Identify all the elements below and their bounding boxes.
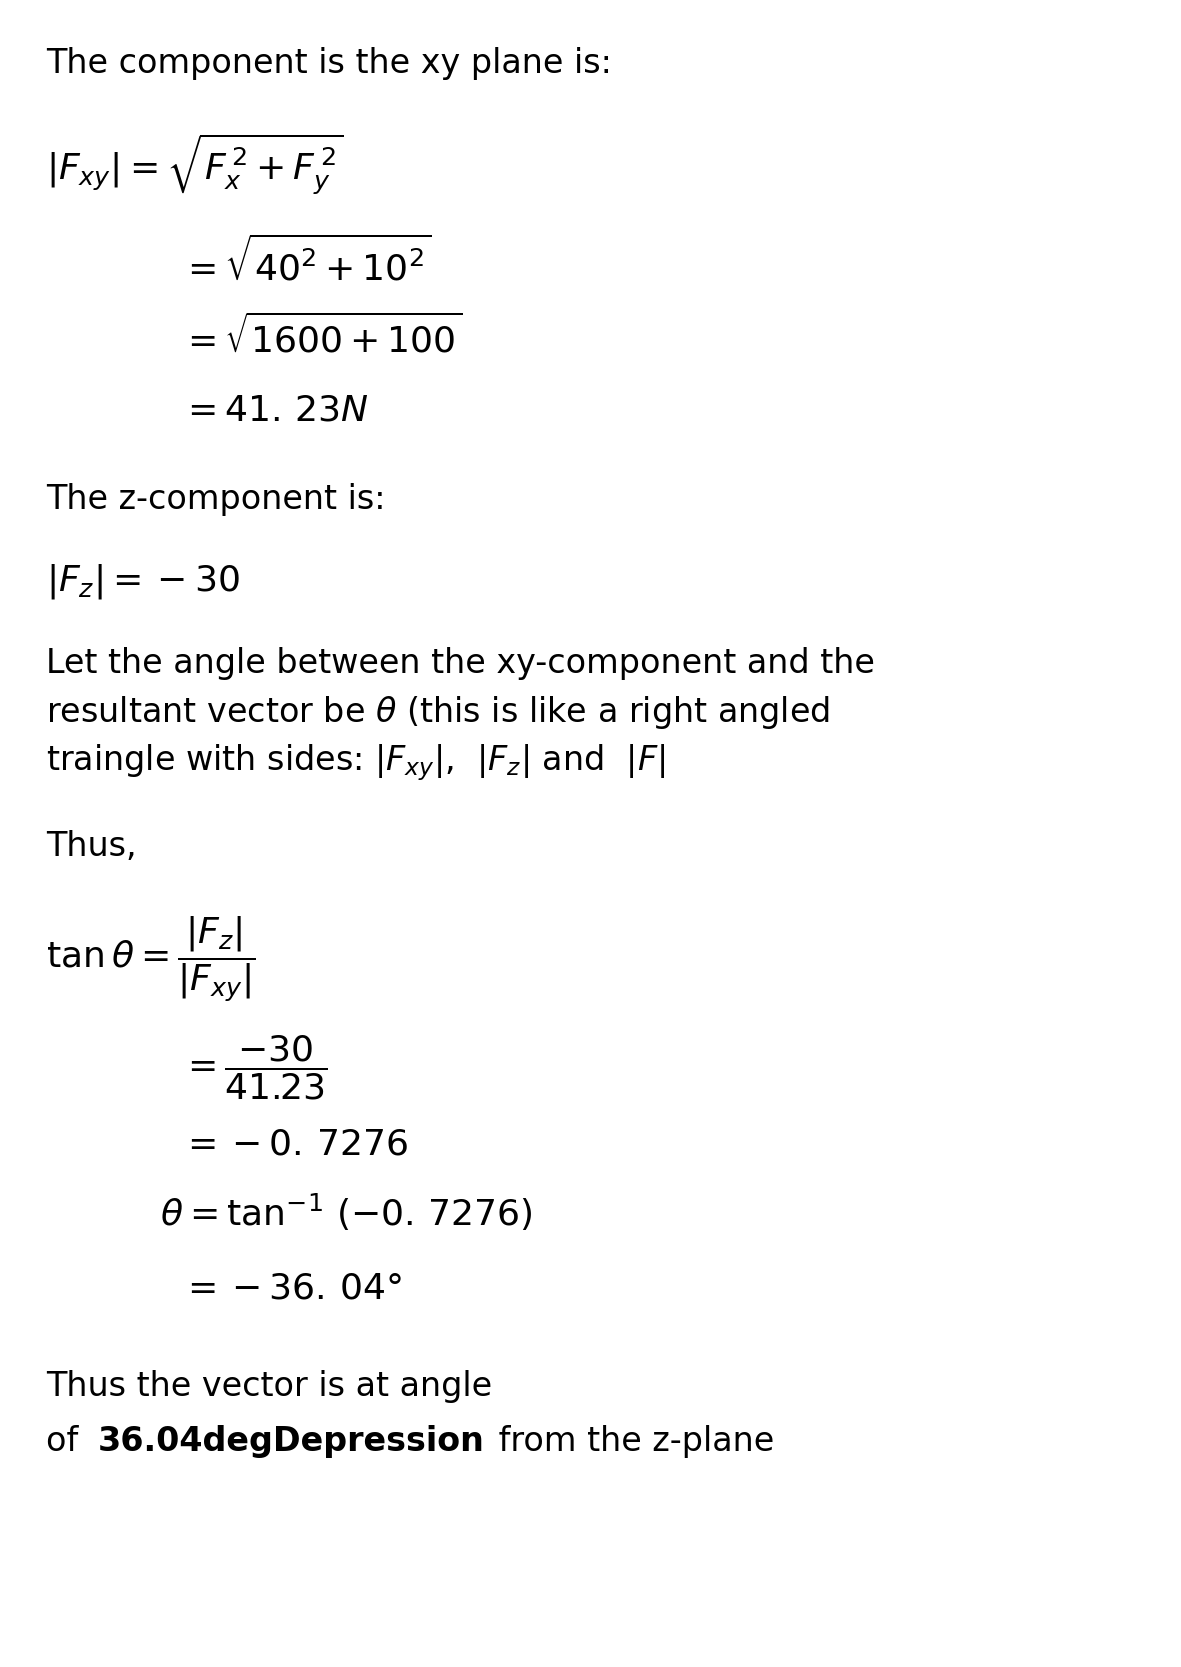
Text: from the z-plane: from the z-plane [488, 1425, 775, 1459]
Text: Thus the vector is at angle: Thus the vector is at angle [46, 1370, 492, 1404]
Text: of: of [46, 1425, 90, 1459]
Text: $=41.\,23N$: $=41.\,23N$ [180, 393, 368, 428]
Text: traingle with sides: $|F_{xy}|$,  $|F_z|$ and  $|F|$: traingle with sides: $|F_{xy}|$, $|F_z|$… [46, 742, 666, 782]
Text: $=\dfrac{-30}{41.23}$: $=\dfrac{-30}{41.23}$ [180, 1034, 327, 1102]
Text: $=\sqrt{40^2 + 10^2}$: $=\sqrt{40^2 + 10^2}$ [180, 235, 432, 287]
Text: Thus,: Thus, [46, 830, 137, 864]
Text: $|F_z| = -30$: $|F_z| = -30$ [46, 562, 240, 602]
Text: The component is the xy plane is:: The component is the xy plane is: [46, 47, 613, 80]
Text: $=\sqrt{1600 + 100}$: $=\sqrt{1600 + 100}$ [180, 315, 462, 360]
Text: $|F_{xy}|=\sqrt{F_x^{\,2} + F_y^{\,2}}$: $|F_{xy}|=\sqrt{F_x^{\,2} + F_y^{\,2}}$ [46, 132, 345, 197]
Text: resultant vector be $\theta$ (this is like a right angled: resultant vector be $\theta$ (this is li… [46, 693, 830, 732]
Text: 36.04degDepression: 36.04degDepression [98, 1425, 484, 1459]
Text: $=-36.\,04°$: $=-36.\,04°$ [180, 1272, 402, 1305]
Text: $\theta=\tan^{-1}\,(-0.\,7276)$: $\theta=\tan^{-1}\,(-0.\,7276)$ [161, 1192, 533, 1234]
Text: $\tan\theta=\dfrac{|F_z|}{|F_{xy}|}$: $\tan\theta=\dfrac{|F_z|}{|F_{xy}|}$ [46, 914, 256, 1004]
Text: Let the angle between the xy-component and the: Let the angle between the xy-component a… [46, 647, 875, 680]
Text: The z-component is:: The z-component is: [46, 483, 386, 517]
Text: $=-0.\,7276$: $=-0.\,7276$ [180, 1127, 407, 1162]
